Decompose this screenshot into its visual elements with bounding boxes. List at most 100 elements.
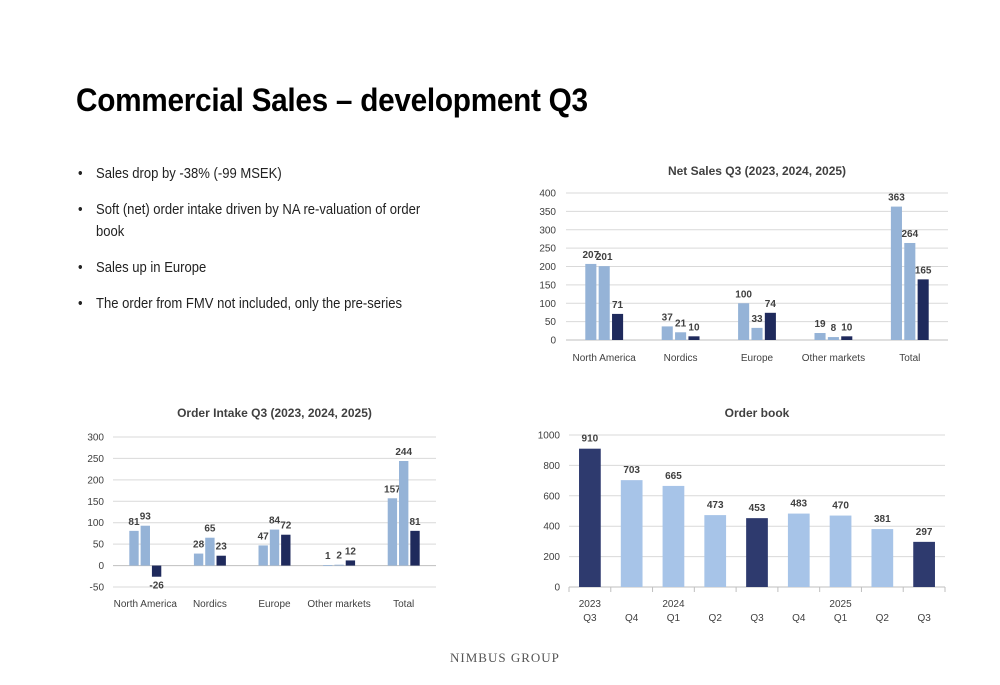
bar-2025: [345, 560, 356, 566]
bar-2023: [258, 545, 268, 566]
bullet-item: Soft (net) order intake driven by NA re-…: [78, 199, 429, 243]
y-tick-label: 350: [539, 207, 556, 218]
bar-2023: [323, 565, 333, 566]
x-quarter-label: Q3: [750, 613, 764, 624]
y-tick-label: 300: [87, 433, 104, 444]
data-label: 483: [790, 499, 807, 510]
bullet-list: Sales drop by -38% (-99 MSEK) Soft (net)…: [78, 163, 429, 329]
data-label: 93: [140, 512, 152, 523]
data-label: 65: [204, 524, 216, 535]
data-label: 71: [612, 300, 624, 311]
data-label: -26: [149, 581, 164, 592]
bar-2023: [738, 303, 750, 340]
bar-2023: [129, 530, 139, 566]
bar-2024: [675, 332, 687, 340]
bar-2025: [688, 336, 700, 340]
bar-order-book: [579, 448, 601, 587]
x-category-label: Europe: [741, 353, 774, 364]
y-tick-label: 0: [550, 336, 556, 347]
y-tick-label: 250: [539, 244, 556, 255]
data-label: 453: [749, 503, 766, 514]
x-category-label: Other markets: [802, 353, 865, 364]
data-label: 74: [765, 299, 777, 310]
y-tick-label: 200: [539, 262, 556, 273]
data-label: 19: [814, 319, 826, 330]
x-year-label: 2024: [662, 599, 685, 610]
bar-2023: [890, 206, 902, 340]
x-category-label: Total: [393, 599, 414, 610]
data-label: 157: [384, 484, 401, 495]
bar-2025: [281, 534, 291, 566]
bar-2024: [269, 529, 280, 566]
slide-title: Commercial Sales – development Q3: [76, 82, 588, 118]
bar-order-book: [871, 529, 894, 587]
y-tick-label: 150: [87, 497, 104, 508]
y-tick-label: 100: [87, 518, 104, 529]
x-category-label: Total: [899, 353, 920, 364]
bar-2023: [387, 498, 398, 566]
data-label: 47: [258, 531, 270, 542]
data-label: 10: [841, 322, 853, 333]
company-logo-text: NIMBUS GROUP: [450, 650, 560, 665]
x-year-label: 2025: [829, 599, 852, 610]
data-label: 2: [336, 551, 342, 562]
data-label: 28: [193, 540, 205, 551]
x-category-label: North America: [114, 599, 178, 610]
bar-2024: [598, 266, 610, 340]
y-tick-label: 250: [87, 454, 104, 465]
x-category-label: Other markets: [307, 599, 370, 610]
x-quarter-label: Q1: [667, 613, 681, 624]
x-category-label: Nordics: [193, 599, 227, 610]
data-label: 207: [582, 250, 599, 261]
data-label: 81: [128, 517, 140, 528]
order-intake-chart: Order Intake Q3 (2023, 2024, 2025) -50 0 50…: [87, 406, 436, 610]
bar-2024: [140, 525, 150, 566]
x-quarter-label: Q3: [917, 613, 931, 624]
bar-2023: [814, 333, 826, 340]
chart-title: Order book: [725, 406, 790, 420]
data-label: 910: [582, 434, 599, 445]
y-tick-label: -50: [90, 583, 105, 594]
x-category-label: North America: [573, 353, 637, 364]
data-label: 470: [832, 501, 849, 512]
net-sales-chart: Net Sales Q3 (2023, 2024, 2025) 0 50 100 150…: [539, 164, 948, 364]
data-label: 1: [325, 551, 331, 562]
x-quarter-label: Q2: [876, 613, 890, 624]
data-label: 665: [665, 471, 682, 482]
y-tick-label: 0: [554, 583, 560, 594]
bar-order-book: [787, 513, 810, 587]
y-tick-label: 200: [543, 552, 560, 563]
bar-order-book: [704, 515, 727, 587]
bar-order-book: [913, 541, 935, 587]
data-label: 8: [831, 323, 837, 334]
data-label: 37: [662, 312, 674, 323]
bar-2024: [334, 564, 344, 566]
bar-2024: [827, 337, 839, 340]
data-label: 264: [901, 229, 918, 240]
bar-2025: [764, 312, 776, 340]
x-quarter-label: Q4: [792, 613, 806, 624]
bar-2023: [585, 263, 597, 340]
y-tick-label: 300: [539, 225, 556, 236]
data-label: 100: [735, 289, 752, 300]
bar-order-book: [662, 485, 685, 587]
x-quarter-label: Q3: [583, 613, 597, 624]
bar-order-book: [829, 515, 852, 587]
data-label: 84: [269, 516, 281, 527]
data-label: 381: [874, 514, 891, 525]
chart-title: Net Sales Q3 (2023, 2024, 2025): [668, 164, 846, 178]
data-label: 81: [409, 517, 421, 528]
data-label: 244: [395, 447, 412, 458]
y-tick-label: 150: [539, 280, 556, 291]
data-label: 72: [280, 521, 292, 532]
chart-title: Order Intake Q3 (2023, 2024, 2025): [177, 406, 372, 420]
order-book-chart: Order book 0 200 400 600 800 1000 910 Q3 2023 703 Q…: [538, 406, 946, 624]
x-quarter-label: Q4: [625, 613, 639, 624]
x-year-label: 2023: [579, 599, 602, 610]
data-label: 703: [623, 465, 640, 476]
x-quarter-label: Q1: [834, 613, 848, 624]
data-label: 201: [596, 252, 613, 263]
data-label: 10: [688, 322, 700, 333]
y-tick-label: 50: [93, 540, 105, 551]
